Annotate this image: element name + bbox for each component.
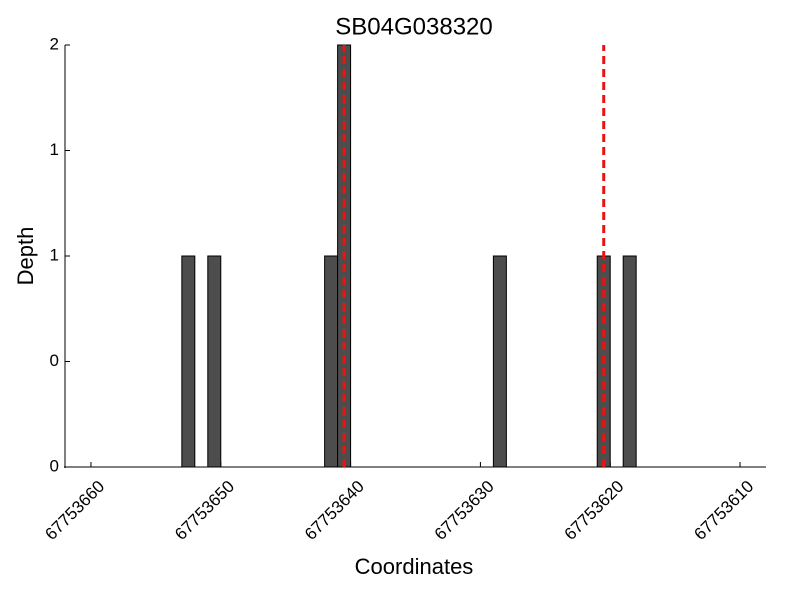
- chart-title: SB04G038320: [335, 13, 492, 40]
- bar: [622, 255, 637, 468]
- bar: [324, 255, 339, 468]
- x-tick-label: 67753620: [561, 477, 628, 544]
- bar: [492, 255, 507, 468]
- x-tick-label: 67753650: [171, 477, 238, 544]
- x-tick-label: 67753640: [301, 477, 368, 544]
- x-tick-label: 67753610: [690, 477, 757, 544]
- bar: [207, 255, 222, 468]
- y-tick-label: 0: [50, 351, 59, 370]
- y-tick-label: 0: [50, 456, 59, 475]
- x-tick-label: 67753660: [41, 477, 108, 544]
- y-tick-label: 1: [50, 245, 59, 264]
- y-axis-label: Depth: [13, 227, 38, 286]
- bar: [181, 255, 196, 468]
- y-tick-label: 1: [50, 140, 59, 159]
- x-axis-label: Coordinates: [355, 554, 474, 579]
- x-tick-label: 67753630: [431, 477, 498, 544]
- y-tick-label: 2: [50, 34, 59, 53]
